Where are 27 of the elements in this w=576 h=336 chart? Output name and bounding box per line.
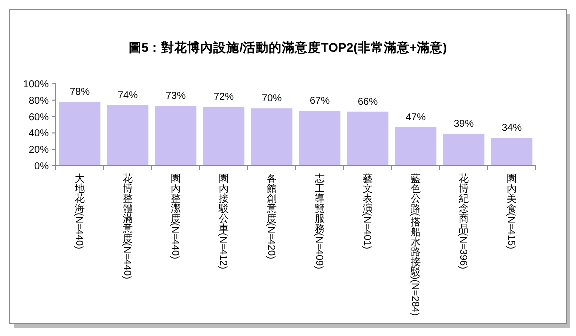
y-tick-label: 80% [28,96,50,107]
data-label: 70% [262,94,282,105]
data-label: 74% [118,90,138,102]
data-label: 78% [70,87,90,98]
category-label: 園內整潔度(N=440) [170,174,181,260]
data-label: 34% [502,123,522,134]
y-tick-label: 0% [34,162,50,172]
data-label: 67% [310,96,330,108]
category-label: 藍色公路(搭船水路接駁)(N=284) [410,174,421,316]
data-label: 72% [214,92,234,103]
data-label: 39% [454,119,474,130]
data-label: 47% [406,112,426,124]
category-label: 花博紀念商品(N=396) [458,174,469,270]
y-tick-label: 20% [28,145,50,156]
category-label: 花博整體滿意度(N=440) [122,174,133,280]
category-label: 大地花海(N=440) [74,174,85,250]
category-label: 園內美食(N=415) [506,174,517,250]
data-label: 66% [358,96,378,108]
data-label: 73% [166,91,186,102]
category-label: 各館創意度(N=420) [266,174,277,260]
y-tick-label: 60% [28,112,50,124]
chart-title: 圖5：對花博內設施/活動的滿意度TOP2(非常滿意+滿意) [128,40,448,55]
y-tick-label: 40% [28,128,50,140]
category-label: 志工導覽服務(N=409) [314,174,325,270]
y-tick-label: 100% [23,80,50,90]
category-label: 藝文表演(N=401) [362,174,373,250]
category-label: 園內接駁公車(N=412) [218,174,229,270]
